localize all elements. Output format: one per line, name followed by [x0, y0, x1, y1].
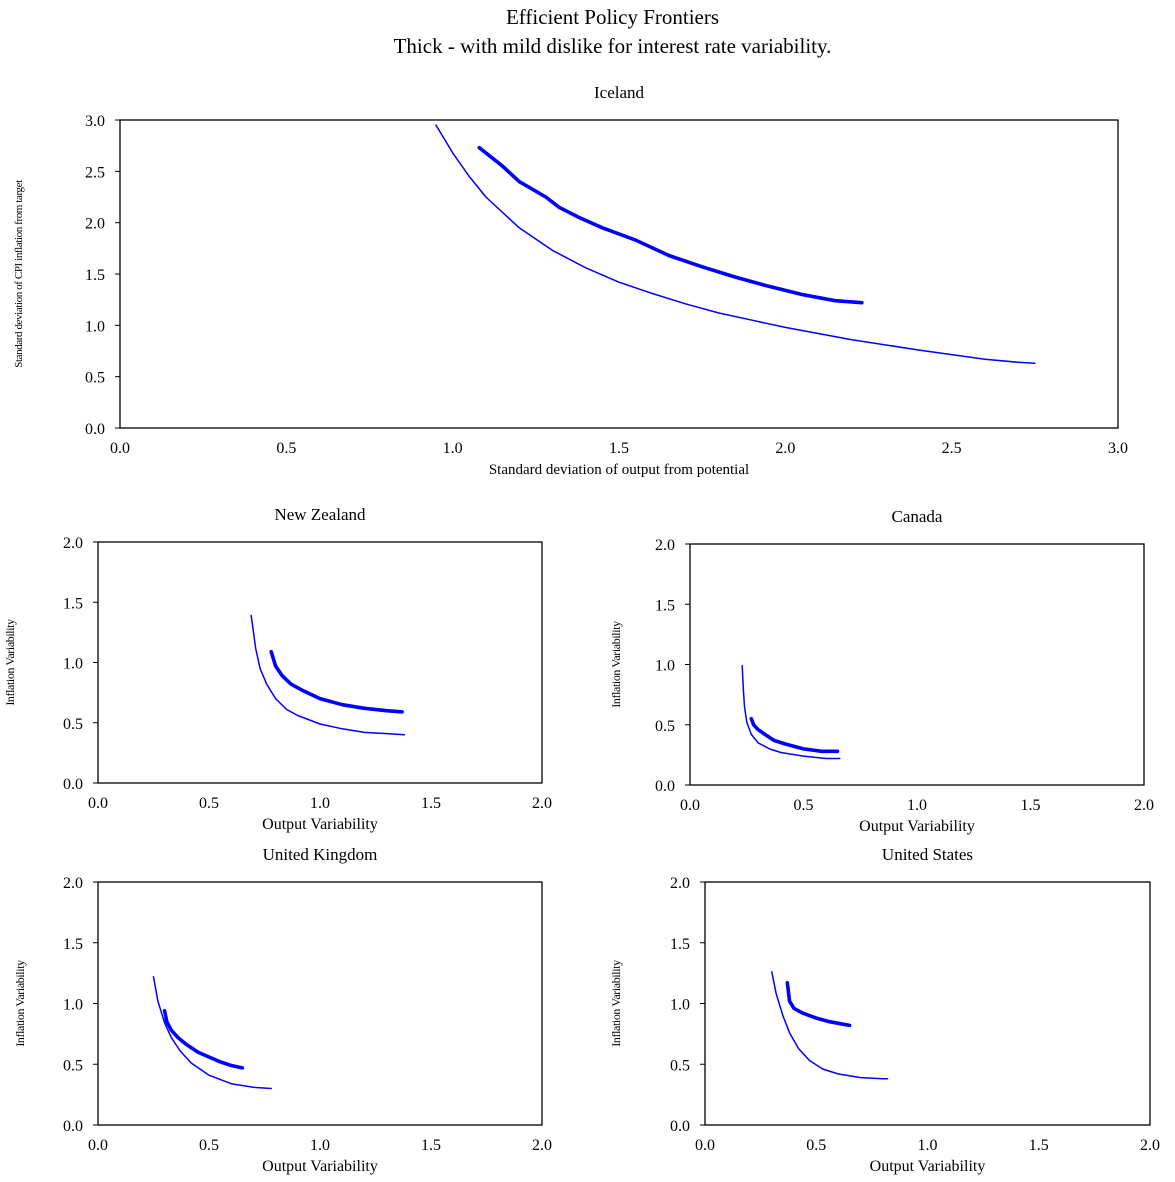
panel-1-ytick-label: 0.0	[85, 421, 105, 438]
panel-1-xtick-label: 2.5	[942, 440, 962, 457]
panel-3-series-thin-line	[741, 664, 841, 760]
figure-subtitle: Thick - with mild dislike for interest r…	[393, 34, 832, 58]
panel-3-ytick-label: 0.5	[655, 718, 675, 735]
figure-title: Efficient Policy Frontiers	[505, 5, 720, 29]
panel-2-ytick-label: 1.0	[63, 656, 83, 673]
panel-5-xtick-label: 1.0	[918, 1137, 938, 1154]
panel-3-xtick-label: 0.0	[680, 797, 700, 814]
panel-2-xtick-label: 1.5	[421, 795, 441, 812]
panel-2-series-thin-line	[250, 614, 406, 736]
panel-3-xlabel: Output Variability	[859, 818, 975, 835]
panel-5-ytick-label: 2.0	[670, 875, 690, 892]
panel-5-ytick-label: 0.5	[670, 1057, 690, 1074]
panel-1-xtick-label: 0.0	[110, 440, 130, 457]
panel-3-ytick-label: 1.5	[655, 597, 675, 614]
panel-1-ytick-label: 1.5	[85, 267, 105, 284]
panel-3-ylabel: Inflation Variability	[609, 621, 623, 708]
panel-2-series-thick-line	[269, 649, 404, 714]
panel-3-xtick-label: 1.5	[1021, 797, 1041, 814]
panel-2-ylabel: Inflation Variability	[3, 619, 17, 706]
panel-2-ytick-label: 0.5	[63, 716, 83, 733]
panel-1-xlabel: Standard deviation of output from potent…	[489, 462, 749, 478]
panel-1-xtick-label: 0.5	[276, 440, 296, 457]
panel-2-plot-frame	[97, 541, 543, 784]
panel-4-xtick-label: 0.5	[199, 1137, 219, 1154]
panel-5-ytick-label: 1.0	[670, 997, 690, 1014]
panel-1-xtick-label: 3.0	[1108, 440, 1128, 457]
panel-5-plot-frame	[704, 881, 1151, 1126]
panel-4-ytick-label: 0.0	[63, 1118, 83, 1135]
panel-2-xtick-label: 0.5	[199, 795, 219, 812]
panel-4-xtick-label: 0.0	[88, 1137, 108, 1154]
panel-5-series-thick-line	[785, 980, 852, 1028]
panel-4-series-thick-line	[162, 1008, 245, 1070]
panel-4-series-thin-line	[152, 976, 272, 1090]
panel-4-ytick-label: 1.0	[63, 997, 83, 1014]
panel-4-xtick-label: 2.0	[532, 1137, 552, 1154]
panel-3-plot-frame	[689, 543, 1145, 786]
panel-5-ytick-label: 0.0	[670, 1118, 690, 1135]
panel-1-xtick-label: 2.0	[775, 440, 795, 457]
panel-4-ytick-label: 0.5	[63, 1057, 83, 1074]
panel-1-plot-frame	[119, 119, 1119, 429]
panel-3-ytick-label: 0.0	[655, 778, 675, 795]
panel-1-xtick-label: 1.5	[609, 440, 629, 457]
panel-5-ytick-label: 1.5	[670, 936, 690, 953]
panel-5-ylabel: Inflation Variability	[609, 960, 623, 1047]
panel-2-xtick-label: 1.0	[310, 795, 330, 812]
panel-5-xtick-label: 0.5	[806, 1137, 826, 1154]
panel-5-xlabel: Output Variability	[870, 1158, 986, 1175]
panel-4-plot-frame	[97, 881, 543, 1126]
panel-5-xtick-label: 2.0	[1140, 1137, 1160, 1154]
panel-1-series-thick-line	[477, 145, 864, 305]
panel-2-ytick-label: 0.0	[63, 776, 83, 793]
panel-4-xtick-label: 1.0	[310, 1137, 330, 1154]
panel-4-ytick-label: 2.0	[63, 875, 83, 892]
panel-4-xtick-label: 1.5	[421, 1137, 441, 1154]
panel-3-series-thick-line	[749, 716, 840, 754]
panel-5-title: United States	[882, 845, 973, 864]
panel-2-ytick-label: 1.5	[63, 595, 83, 612]
panel-3-title: Canada	[892, 507, 943, 526]
panel-3-xtick-label: 2.0	[1134, 797, 1154, 814]
panel-3-xtick-label: 0.5	[794, 797, 814, 814]
panel-2-title: New Zealand	[274, 505, 366, 524]
panel-4-xlabel: Output Variability	[262, 1158, 378, 1175]
panel-5-series-thin-line	[771, 971, 889, 1080]
panel-1-ytick-label: 2.0	[85, 216, 105, 233]
panel-3-ytick-label: 1.0	[655, 658, 675, 675]
panel-3-xtick-label: 1.0	[907, 797, 927, 814]
panel-5-xtick-label: 1.5	[1029, 1137, 1049, 1154]
panel-2-ytick-label: 2.0	[63, 535, 83, 552]
panel-2-xtick-label: 2.0	[532, 795, 552, 812]
panel-4-ytick-label: 1.5	[63, 936, 83, 953]
panel-1-ytick-label: 2.5	[85, 164, 105, 181]
panel-1-ytick-label: 1.0	[85, 318, 105, 335]
panel-1-ytick-label: 3.0	[85, 113, 105, 130]
panel-4-title: United Kingdom	[263, 845, 378, 864]
panel-1-title: Iceland	[594, 83, 645, 102]
panel-4-ylabel: Inflation Variability	[13, 960, 27, 1047]
panel-2-xtick-label: 0.0	[88, 795, 108, 812]
panel-1-ylabel: Standard deviation of CPI inflation from…	[13, 180, 25, 368]
panel-1-ytick-label: 0.5	[85, 370, 105, 387]
panel-3-ytick-label: 2.0	[655, 537, 675, 554]
panel-5-xtick-label: 0.0	[695, 1137, 715, 1154]
panel-1-series-thin-line	[435, 124, 1036, 365]
panel-1-xtick-label: 1.0	[443, 440, 463, 457]
panel-2-xlabel: Output Variability	[262, 816, 378, 833]
